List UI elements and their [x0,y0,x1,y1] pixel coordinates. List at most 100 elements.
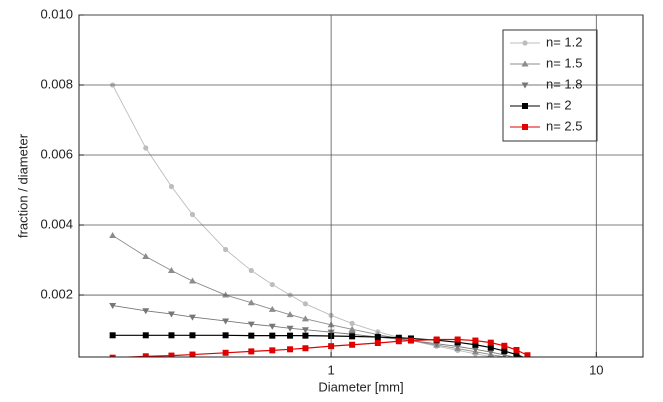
marker [143,145,149,151]
marker [487,349,495,356]
series-line [112,235,507,357]
marker [286,325,294,332]
marker [524,358,531,364]
marker [269,281,275,288]
marker [522,124,528,130]
series-line [112,305,516,357]
series-line [112,84,496,357]
marker [142,308,150,315]
marker [513,351,520,357]
marker [167,267,175,274]
y-tick-label: 0.002 [40,286,73,301]
marker [487,339,494,346]
marker [167,311,175,318]
marker [222,349,229,356]
marker [247,299,255,306]
marker [109,332,116,339]
marker [269,347,276,354]
series-line [112,334,525,357]
marker [189,211,196,218]
marker [521,60,529,67]
marker [348,325,356,332]
marker [222,332,229,339]
marker [395,338,402,345]
marker [142,332,149,339]
marker [534,360,540,366]
marker [472,341,479,348]
marker [109,354,116,357]
marker [188,277,196,284]
marker [142,353,149,357]
x-tick-label: 10 [589,362,603,377]
marker [349,320,355,326]
marker [222,291,230,298]
marker [248,348,255,355]
marker [301,315,309,322]
marker [471,346,479,353]
marker [535,362,540,367]
legend-label: n= 2 [546,97,572,112]
y-axis-label: fraction / diameter [15,133,30,238]
marker [407,337,414,344]
marker [109,232,117,239]
marker [522,40,528,46]
marker [301,327,309,334]
marker [287,346,294,353]
marker [287,332,294,339]
marker [302,345,309,352]
marker [487,344,494,351]
marker [454,343,462,350]
marker [501,342,508,349]
y-tick-label: 0.008 [40,76,73,91]
marker [109,303,117,310]
marker [189,332,196,339]
legend-label: n= 1.2 [546,34,583,49]
marker [501,348,508,355]
marker [395,334,402,341]
marker [223,246,229,253]
y-tick-label: 0.004 [40,216,73,231]
marker [268,305,276,312]
marker [248,267,254,274]
marker [374,334,381,341]
marker [513,346,520,353]
marker [168,332,175,339]
y-tick-label: 0.010 [40,6,73,21]
marker [189,351,196,357]
marker [302,332,309,339]
series-line [114,338,532,357]
marker [472,337,479,344]
marker [286,311,294,318]
marker [268,323,276,330]
y-tick-label: 0.006 [40,146,73,161]
marker [522,103,528,109]
marker [247,321,255,328]
marker [374,339,381,346]
marker [248,332,255,339]
marker [302,301,309,307]
marker [524,358,531,364]
marker [168,183,175,190]
marker [534,361,541,367]
marker [222,318,230,325]
marker [349,341,356,348]
marker [521,82,529,89]
marker [525,360,530,365]
legend-label: n= 1.8 [546,76,583,91]
marker [188,314,196,321]
marker [524,352,531,357]
legend-label: n= 1.5 [546,55,583,70]
marker [534,361,541,367]
marker [269,332,276,339]
legend-label: n= 2.5 [546,118,583,133]
marker [454,336,461,343]
marker [433,336,440,343]
marker [142,253,150,260]
x-tick-label: 1 [328,362,335,377]
marker [514,358,519,363]
x-axis-label: Diameter [mm] [318,379,403,394]
marker [349,333,356,340]
marker [534,359,540,365]
